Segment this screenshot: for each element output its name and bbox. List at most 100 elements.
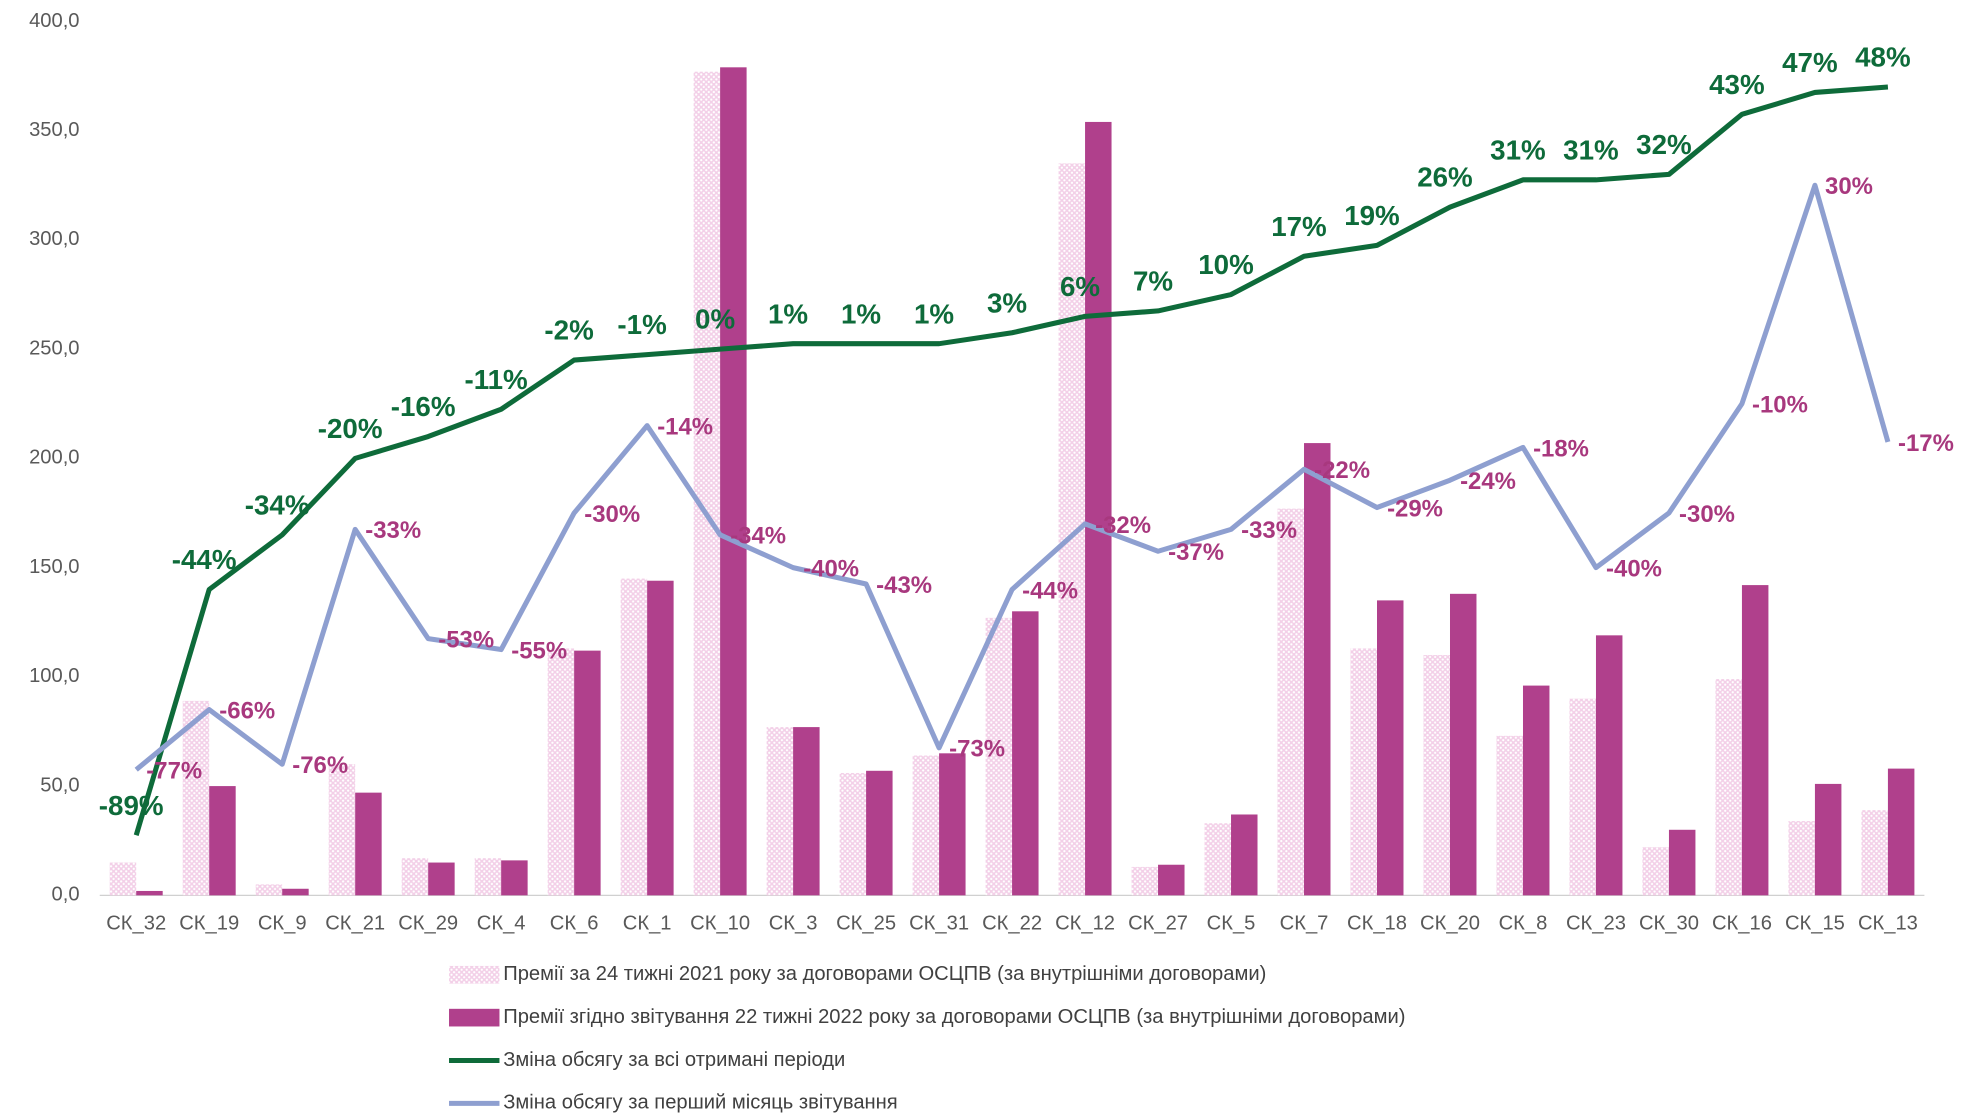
line [134, 182, 1891, 772]
bar [1231, 814, 1258, 896]
x-tick-label: СК_20 [1420, 913, 1480, 935]
data-label: -73% [949, 736, 1005, 763]
data-label: 1% [768, 298, 808, 329]
bar [1496, 735, 1523, 896]
data-label: 19% [1344, 200, 1400, 231]
bar [209, 786, 236, 896]
y-tick-label: 350,0 [29, 119, 79, 141]
x-tick-label: СК_4 [477, 913, 526, 935]
data-label: 7% [1133, 265, 1173, 296]
data-label: -44% [172, 544, 237, 575]
y-tick-label: 400,0 [29, 10, 79, 32]
bar [1204, 823, 1232, 896]
x-tick-label: СК_21 [325, 913, 385, 935]
bar [109, 862, 137, 896]
x-tick-label: СК_1 [623, 913, 672, 935]
y-tick-label: 250,0 [29, 337, 79, 359]
data-label: 30% [1825, 173, 1873, 200]
data-label: -11% [465, 364, 528, 395]
x-tick-label: СК_5 [1207, 913, 1256, 935]
bar [720, 67, 747, 896]
data-label: -76% [292, 752, 348, 779]
x-tick-label: СК_16 [1712, 913, 1772, 935]
data-label: 6% [1060, 271, 1100, 302]
x-tick-label: СК_15 [1785, 913, 1845, 935]
x-tick-label: СК_29 [398, 913, 458, 935]
x-tick-label: СК_27 [1128, 913, 1188, 935]
data-label: 31% [1563, 134, 1619, 165]
data-label: 17% [1271, 211, 1327, 242]
bar [401, 858, 429, 896]
legend-swatch [449, 1008, 500, 1027]
y-tick-label: 300,0 [29, 228, 79, 250]
data-label: -33% [365, 517, 421, 544]
data-label: 31% [1490, 134, 1546, 165]
data-label: 1% [914, 298, 954, 329]
data-label: -89% [99, 790, 164, 821]
bar [1668, 829, 1696, 896]
y-tick-label: 50,0 [40, 774, 79, 796]
data-label: -10% [1752, 392, 1808, 419]
data-label: 10% [1198, 249, 1254, 280]
legend-label: Премії за 24 тижні 2021 року за договора… [503, 963, 1266, 985]
legend-label: Зміна обсягу за всі отримані періоди [503, 1049, 845, 1071]
data-label: -40% [1606, 555, 1662, 582]
bar [1522, 685, 1550, 896]
bar [1595, 635, 1623, 896]
bar [1277, 508, 1305, 896]
bar [1449, 593, 1477, 896]
x-tick-label: СК_8 [1499, 913, 1548, 935]
y-tick-label: 100,0 [29, 665, 79, 687]
bar [355, 792, 382, 896]
bar [866, 770, 893, 896]
bar [1131, 866, 1159, 896]
bar [1741, 585, 1769, 896]
data-label: -66% [219, 697, 275, 724]
y-tick-label: 150,0 [29, 556, 79, 578]
data-label: -37% [1168, 539, 1224, 566]
bar [182, 700, 210, 896]
bar [474, 858, 502, 896]
x-tick-label: СК_23 [1566, 913, 1626, 935]
bar [693, 71, 721, 896]
bar [1861, 810, 1888, 896]
data-label: -18% [1533, 435, 1589, 462]
data-label: 1% [841, 298, 881, 329]
data-label: 48% [1855, 42, 1911, 73]
data-label: -43% [876, 572, 932, 599]
bar [547, 648, 575, 896]
y-tick-label: 200,0 [29, 447, 79, 469]
x-tick-label: СК_32 [106, 913, 166, 935]
data-label: -17% [1898, 430, 1954, 457]
bar [1642, 847, 1669, 896]
bar [501, 860, 528, 896]
data-label: -77% [146, 758, 202, 785]
data-label: -34% [730, 523, 786, 550]
line [133, 84, 1889, 836]
data-label: 43% [1709, 69, 1765, 100]
x-tick-label: СК_19 [179, 913, 239, 935]
y-tick-label: 0,0 [52, 884, 80, 906]
data-label: -53% [438, 626, 494, 653]
data-label: -14% [657, 413, 713, 440]
bar [647, 580, 674, 896]
bar [985, 617, 1013, 896]
data-label: 26% [1417, 162, 1473, 193]
bar [1715, 679, 1742, 896]
data-label: -55% [511, 637, 567, 664]
bar [282, 888, 309, 896]
data-label: -30% [1679, 501, 1735, 528]
bar [1158, 864, 1185, 896]
bar [1304, 443, 1331, 896]
data-label: -33% [1241, 517, 1297, 544]
bar [428, 862, 455, 896]
x-tick-label: СК_10 [690, 913, 750, 935]
bar [1814, 783, 1842, 896]
bar [620, 578, 648, 896]
x-tick-label: СК_3 [769, 913, 818, 935]
data-label: -16% [391, 391, 456, 422]
data-label: -40% [803, 555, 859, 582]
bar [1788, 821, 1815, 896]
bar [1887, 768, 1915, 896]
